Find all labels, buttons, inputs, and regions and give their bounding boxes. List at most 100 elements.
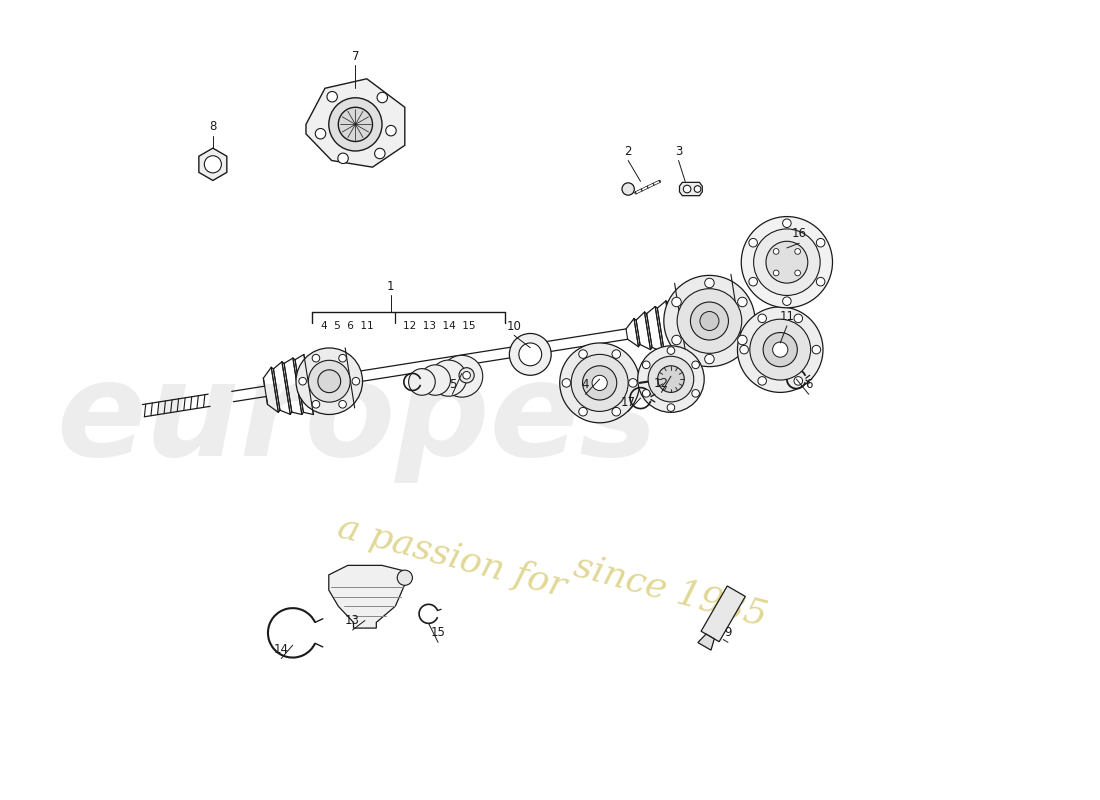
Circle shape [658, 366, 684, 392]
Text: 9: 9 [724, 626, 732, 639]
Circle shape [795, 249, 801, 254]
Circle shape [812, 346, 821, 354]
Circle shape [312, 401, 320, 408]
Circle shape [312, 354, 320, 362]
Circle shape [648, 356, 694, 402]
Circle shape [579, 407, 587, 416]
Text: europes: europes [56, 355, 658, 482]
Circle shape [683, 186, 691, 193]
Text: 1: 1 [387, 280, 394, 293]
Circle shape [740, 346, 748, 354]
Polygon shape [680, 182, 702, 196]
Circle shape [463, 371, 471, 379]
Circle shape [782, 297, 791, 306]
Circle shape [377, 92, 387, 102]
Text: 12  13  14  15: 12 13 14 15 [403, 321, 475, 331]
Text: 13: 13 [345, 614, 360, 627]
Circle shape [816, 278, 825, 286]
Circle shape [296, 348, 363, 414]
Text: 12: 12 [653, 377, 669, 390]
Text: 5: 5 [449, 378, 456, 391]
Text: 8: 8 [209, 120, 217, 133]
Text: 3: 3 [674, 145, 682, 158]
Circle shape [642, 361, 650, 369]
Circle shape [571, 354, 628, 411]
Circle shape [795, 270, 801, 276]
Circle shape [397, 570, 412, 586]
Circle shape [667, 346, 674, 354]
Text: 17: 17 [620, 395, 636, 409]
Circle shape [741, 217, 833, 308]
Circle shape [766, 242, 807, 283]
Text: 16: 16 [792, 227, 806, 240]
Circle shape [562, 378, 571, 387]
Circle shape [754, 229, 821, 295]
Text: 10: 10 [507, 319, 521, 333]
Text: 4: 4 [582, 378, 590, 391]
Circle shape [692, 361, 700, 369]
Circle shape [205, 156, 221, 173]
Circle shape [700, 311, 719, 330]
Polygon shape [701, 586, 746, 642]
Circle shape [750, 319, 811, 380]
Circle shape [772, 342, 788, 358]
Circle shape [694, 186, 701, 192]
Circle shape [691, 302, 728, 340]
Circle shape [612, 350, 620, 358]
Polygon shape [199, 148, 227, 181]
Text: 2: 2 [625, 145, 631, 158]
Circle shape [430, 360, 466, 396]
Circle shape [592, 375, 607, 390]
Circle shape [667, 404, 674, 411]
Circle shape [773, 249, 779, 254]
Circle shape [386, 126, 396, 136]
Circle shape [763, 333, 798, 366]
Polygon shape [697, 634, 714, 650]
Circle shape [705, 278, 714, 288]
Circle shape [352, 378, 360, 385]
Circle shape [794, 377, 803, 385]
Circle shape [794, 314, 803, 322]
Circle shape [583, 366, 617, 400]
Text: since 1985: since 1985 [571, 548, 771, 632]
Circle shape [339, 401, 346, 408]
Circle shape [375, 148, 385, 158]
Circle shape [738, 298, 747, 306]
Circle shape [339, 354, 346, 362]
Circle shape [420, 365, 450, 395]
Circle shape [509, 334, 551, 375]
Circle shape [408, 369, 436, 395]
Circle shape [612, 407, 620, 416]
Circle shape [758, 377, 767, 385]
Circle shape [705, 354, 714, 364]
Circle shape [299, 378, 307, 385]
Text: 14: 14 [274, 642, 289, 656]
Circle shape [692, 390, 700, 397]
Circle shape [318, 370, 341, 393]
Text: 11: 11 [780, 310, 794, 323]
Circle shape [738, 335, 747, 345]
Circle shape [749, 238, 758, 247]
Circle shape [782, 219, 791, 227]
Circle shape [678, 289, 741, 354]
Polygon shape [329, 566, 405, 628]
Circle shape [579, 350, 587, 358]
Circle shape [628, 378, 637, 387]
Circle shape [459, 368, 474, 383]
Circle shape [339, 107, 373, 142]
Text: 15: 15 [430, 626, 446, 639]
Text: 4  5  6  11: 4 5 6 11 [321, 321, 374, 331]
Text: 7: 7 [352, 50, 360, 62]
Circle shape [327, 91, 338, 102]
Circle shape [338, 153, 349, 163]
Circle shape [316, 129, 326, 139]
Circle shape [672, 298, 681, 306]
Circle shape [816, 238, 825, 247]
Circle shape [621, 183, 635, 195]
Circle shape [441, 355, 483, 397]
Circle shape [642, 390, 650, 397]
Circle shape [773, 270, 779, 276]
Polygon shape [306, 78, 405, 167]
Text: a passion for: a passion for [334, 510, 570, 604]
Circle shape [758, 314, 767, 322]
